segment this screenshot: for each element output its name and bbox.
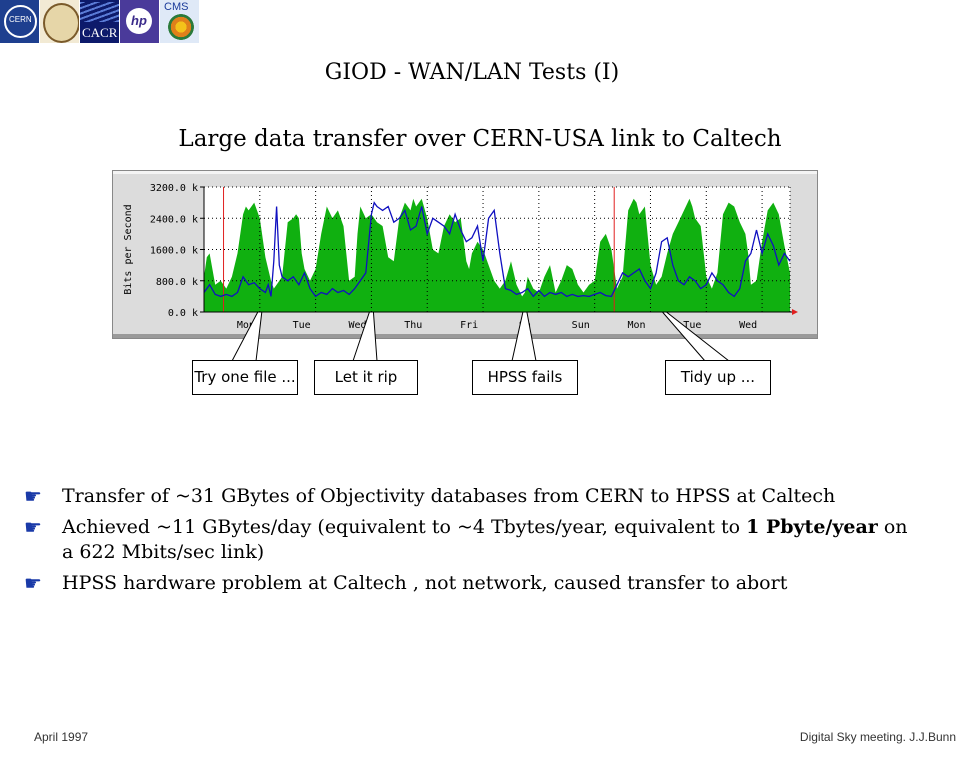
- x-tick-label: Tue: [293, 320, 311, 331]
- x-tick-label: Sun: [572, 320, 590, 331]
- caltech-logo: [40, 0, 79, 43]
- slide-subtitle: Large data transfer over CERN-USA link t…: [178, 126, 782, 152]
- bullet-item: ☛ HPSS hardware problem at Caltech , not…: [24, 571, 788, 595]
- series-area-0: [204, 198, 790, 312]
- y-tick-label: 2400.0 k: [150, 214, 198, 225]
- cms-logo: CMS: [160, 0, 199, 43]
- pointing-hand-icon: ☛: [24, 484, 42, 508]
- slide-title: GIOD - WAN/LAN Tests (I): [324, 60, 620, 85]
- x-tick-label: Mon: [627, 320, 645, 331]
- x-tick-label: Thu: [404, 320, 422, 331]
- pointing-hand-icon: ☛: [24, 515, 42, 539]
- x-tick-label: Wed: [348, 320, 366, 331]
- callout-let-it-rip: Let it rip: [314, 360, 418, 395]
- chart-frame-shadow: [113, 334, 817, 338]
- series-line-1: [203, 201, 791, 298]
- y-tick-label: 1600.0 k: [150, 246, 198, 257]
- cacr-logo: CACR: [80, 0, 119, 43]
- x-tick-label: Tue: [683, 320, 701, 331]
- y-axis-label: Bits per Second: [123, 204, 134, 294]
- y-tick-label: 800.0 k: [156, 277, 198, 288]
- callout-hpss-fails: HPSS fails: [472, 360, 578, 395]
- footer-date: April 1997: [34, 730, 89, 744]
- callout-tidy-up: Tidy up ...: [665, 360, 771, 395]
- pointing-hand-icon: ☛: [24, 571, 42, 595]
- x-tick-label: Wed: [739, 320, 757, 331]
- y-tick-label: 0.0 k: [168, 308, 198, 319]
- chart-frame-highlight: [113, 171, 817, 174]
- bullet-list: ☛ Transfer of ~31 GBytes of Objectivity …: [24, 484, 924, 602]
- callout-pointer: [511, 311, 537, 362]
- hp-logo: hp: [120, 0, 159, 43]
- callout-try-one-file: Try one file ...: [192, 360, 298, 395]
- callout-pointer: [231, 311, 263, 362]
- traffic-chart: 0.0 k 800.0 k 1600.0 k 2400.0 k 3200.0 k Mon T…: [112, 170, 818, 339]
- x-axis-arrow: [792, 309, 798, 315]
- y-tick-label: 3200.0 k: [150, 183, 198, 194]
- bullet-item: ☛ Achieved ~11 GBytes/day (equivalent to…: [24, 515, 908, 563]
- callout-pointer: [352, 311, 378, 362]
- cern-logo: CERN: [0, 0, 39, 43]
- x-tick-label: Fri: [460, 320, 478, 331]
- footer-credit: Digital Sky meeting. J.J.Bunn: [799, 730, 956, 744]
- callout-pointer: [661, 311, 731, 362]
- x-tick-label: Mon: [237, 320, 255, 331]
- logo-strip: CERN CACR hp CMS: [0, 0, 200, 44]
- bullet-item: ☛ Transfer of ~31 GBytes of Objectivity …: [24, 484, 836, 508]
